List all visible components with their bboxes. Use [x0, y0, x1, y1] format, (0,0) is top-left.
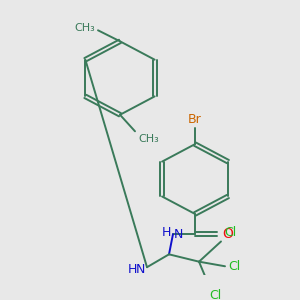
- Text: Br: Br: [188, 113, 202, 126]
- Text: Cl: Cl: [228, 260, 240, 273]
- Text: N: N: [174, 228, 183, 241]
- Text: H: H: [162, 226, 171, 239]
- Text: H: H: [128, 262, 137, 275]
- Text: N: N: [136, 262, 145, 275]
- Text: CH₃: CH₃: [138, 134, 159, 144]
- Text: Cl: Cl: [224, 226, 236, 239]
- Text: O: O: [222, 227, 233, 241]
- Text: CH₃: CH₃: [74, 23, 95, 34]
- Text: Cl: Cl: [209, 289, 221, 300]
